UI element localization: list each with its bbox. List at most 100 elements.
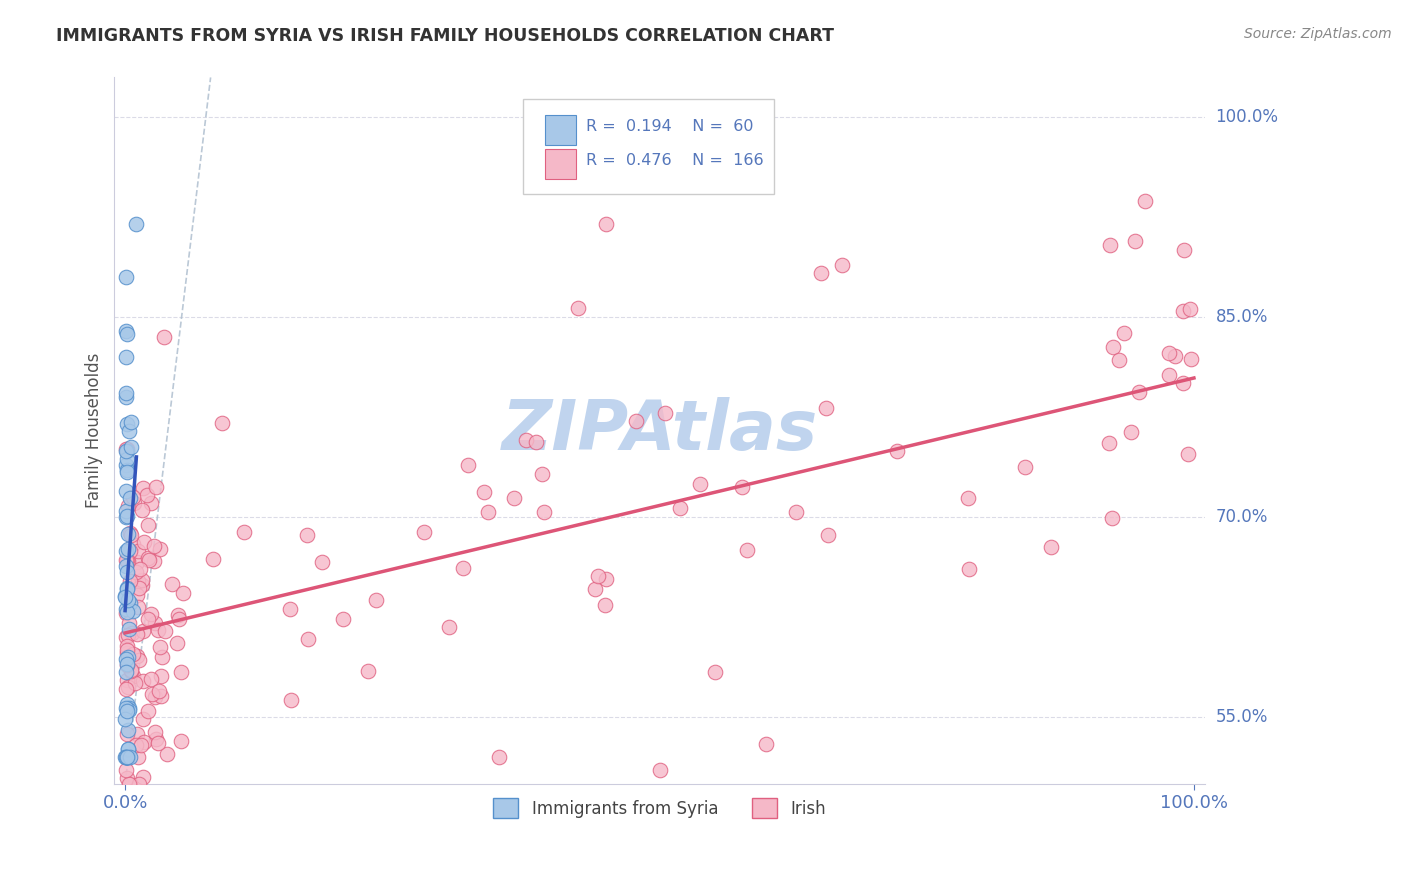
Point bbox=[831, 258, 853, 272]
Point bbox=[114, 270, 136, 285]
Point bbox=[472, 484, 495, 499]
Point bbox=[311, 555, 333, 569]
Point bbox=[129, 562, 152, 576]
Point bbox=[117, 750, 139, 764]
Point bbox=[1180, 351, 1202, 366]
Point bbox=[1171, 376, 1194, 390]
Text: 85.0%: 85.0% bbox=[1216, 309, 1268, 326]
Point bbox=[115, 386, 138, 401]
Point bbox=[115, 444, 138, 458]
Point bbox=[149, 689, 172, 703]
FancyBboxPatch shape bbox=[523, 99, 773, 194]
Point bbox=[115, 665, 138, 680]
Point bbox=[125, 627, 148, 641]
Point bbox=[115, 682, 138, 697]
Point bbox=[115, 704, 138, 718]
Point bbox=[145, 480, 167, 494]
Point bbox=[115, 606, 138, 620]
Point bbox=[143, 554, 166, 568]
Point bbox=[810, 266, 832, 280]
Point bbox=[515, 433, 537, 447]
Point bbox=[114, 589, 136, 603]
Point bbox=[115, 642, 138, 657]
Point bbox=[115, 483, 138, 498]
Point bbox=[862, 804, 884, 818]
Point bbox=[115, 602, 138, 616]
Point bbox=[669, 501, 692, 516]
Point bbox=[817, 528, 839, 542]
Point bbox=[117, 628, 139, 642]
Point bbox=[413, 524, 436, 539]
Point bbox=[115, 553, 138, 567]
Point bbox=[533, 505, 555, 519]
Point bbox=[117, 723, 139, 738]
Point bbox=[148, 684, 170, 698]
Point bbox=[125, 588, 148, 602]
Point bbox=[121, 604, 143, 618]
Point bbox=[120, 491, 142, 505]
Point bbox=[1180, 301, 1202, 316]
Point bbox=[122, 647, 145, 661]
Point bbox=[131, 578, 153, 592]
Point bbox=[280, 693, 302, 707]
Text: Source: ZipAtlas.com: Source: ZipAtlas.com bbox=[1244, 27, 1392, 41]
Point bbox=[785, 505, 807, 519]
Point bbox=[138, 518, 160, 533]
Point bbox=[115, 558, 138, 573]
Point bbox=[115, 452, 138, 467]
Text: 70.0%: 70.0% bbox=[1216, 508, 1268, 526]
Point bbox=[586, 569, 609, 583]
Point bbox=[121, 537, 143, 551]
Point bbox=[502, 491, 524, 505]
Point bbox=[136, 704, 159, 718]
Point bbox=[117, 703, 139, 717]
Point bbox=[125, 565, 148, 579]
Point bbox=[117, 622, 139, 636]
Point bbox=[166, 636, 188, 650]
Point bbox=[117, 658, 139, 673]
Point bbox=[150, 669, 173, 683]
Point bbox=[1159, 368, 1181, 383]
Point bbox=[115, 750, 138, 764]
Point bbox=[120, 596, 142, 610]
Point bbox=[125, 217, 148, 231]
Point bbox=[115, 630, 138, 644]
Point bbox=[115, 673, 138, 687]
Point bbox=[115, 750, 138, 764]
Point bbox=[115, 582, 138, 596]
FancyBboxPatch shape bbox=[546, 115, 575, 145]
Point bbox=[814, 401, 837, 416]
Point bbox=[595, 598, 617, 612]
Point bbox=[115, 646, 138, 660]
Point bbox=[120, 527, 142, 541]
Point bbox=[146, 623, 169, 637]
Point bbox=[115, 508, 138, 523]
Point bbox=[115, 657, 138, 671]
Point bbox=[132, 712, 155, 726]
Point bbox=[114, 713, 136, 727]
Point bbox=[143, 616, 166, 631]
Point bbox=[115, 510, 138, 524]
Point bbox=[477, 505, 499, 519]
Point bbox=[115, 463, 138, 477]
Point bbox=[115, 750, 138, 764]
Point bbox=[131, 502, 153, 516]
Point bbox=[127, 599, 149, 614]
Point bbox=[120, 440, 142, 454]
Point bbox=[115, 652, 138, 666]
Text: IMMIGRANTS FROM SYRIA VS IRISH FAMILY HOUSEHOLDS CORRELATION CHART: IMMIGRANTS FROM SYRIA VS IRISH FAMILY HO… bbox=[56, 27, 834, 45]
Point bbox=[115, 351, 138, 365]
Point bbox=[595, 217, 617, 231]
Point bbox=[127, 750, 149, 764]
Point bbox=[115, 544, 138, 558]
Point bbox=[124, 675, 146, 690]
Point bbox=[122, 496, 145, 510]
Point bbox=[1112, 326, 1135, 340]
Point bbox=[132, 624, 155, 638]
Point bbox=[132, 481, 155, 495]
Point bbox=[117, 741, 139, 756]
Point bbox=[115, 750, 138, 764]
Point bbox=[567, 301, 589, 315]
Point bbox=[170, 665, 193, 679]
Point bbox=[150, 649, 173, 664]
